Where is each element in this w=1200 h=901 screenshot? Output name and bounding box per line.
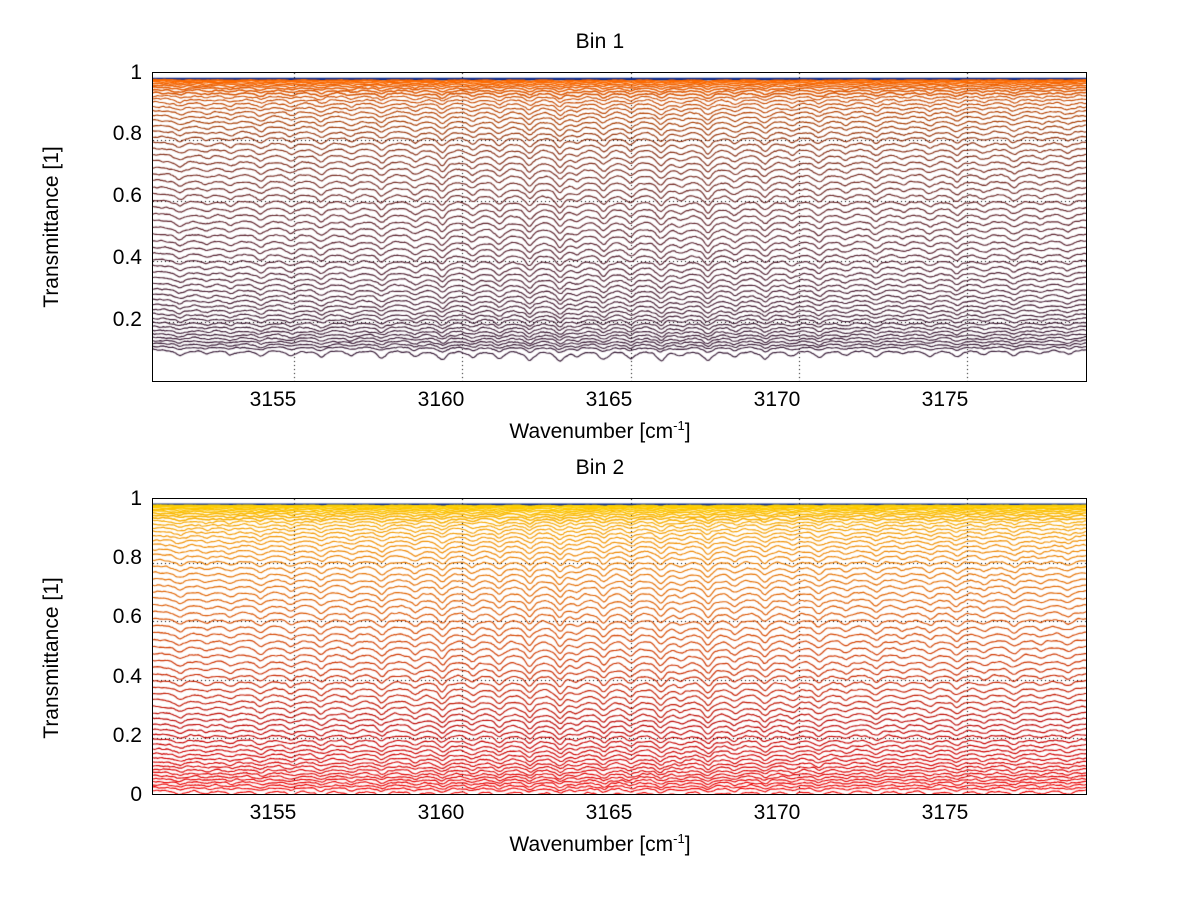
- panel-bin1-ytick-1: 0.8: [112, 122, 142, 145]
- panel-bin1-xtick-3: 3170: [753, 388, 801, 411]
- panel-bin1-ytick-2: 0.6: [112, 184, 142, 207]
- panel-bin2-ytick-2: 0.6: [112, 605, 142, 628]
- panel-bin2-xlabel-text: Wavenumber [cm: [509, 833, 674, 856]
- panel-bin1-xtick-0: 3155: [249, 388, 297, 411]
- panel-bin1-xtick-1: 3160: [417, 388, 465, 411]
- panel-bin1-plot-area[interactable]: [152, 72, 1087, 382]
- panel-bin2-ytick-1: 0.8: [112, 546, 142, 569]
- panel-bin2-xtick-3: 3170: [753, 801, 801, 824]
- panel-bin1-ytick-0: 1: [130, 61, 142, 84]
- panel-bin2-plot-area[interactable]: [152, 498, 1087, 795]
- panel-bin2-ytick-0: 1: [130, 487, 142, 510]
- panel-bin2-ytick-3: 0.4: [112, 665, 142, 688]
- panel-bin2-xlabel-tail: ]: [684, 833, 691, 856]
- panel-bin1-ytick-4: 0.2: [112, 308, 142, 331]
- panel-bin1-xlabel: Wavenumber [cm-1]: [0, 418, 1200, 444]
- panel-bin2-xtick-2: 3165: [585, 801, 633, 824]
- panel-bin2-xtick-4: 3175: [921, 801, 969, 824]
- panel-bin1: Bin 1 Transmittance [1] 1 0.8 0.6 0.4 0.…: [0, 30, 1200, 444]
- panel-bin2-xlabel-exponent: -1: [673, 831, 685, 846]
- panel-bin1-title: Bin 1: [575, 30, 625, 53]
- panel-bin2-ytick-5: 0: [130, 783, 142, 806]
- panel-bin1-ytick-3: 0.4: [112, 246, 142, 269]
- panel-bin1-xtick-4: 3175: [921, 388, 969, 411]
- panel-bin2: Bin 2 Transmittance [1] 1 0.8 0.6 0.4 0.…: [0, 446, 1200, 901]
- panel-bin2-title: Bin 2: [575, 456, 625, 479]
- panel-bin2-xtick-0: 3155: [249, 801, 297, 824]
- panel-bin1-ylabel: Transmittance [1]: [40, 146, 63, 308]
- panel-bin1-xlabel-exponent: -1: [673, 418, 685, 433]
- panel-bin1-xlabel-tail: ]: [684, 420, 691, 443]
- panel-bin1-xtick-2: 3165: [585, 388, 633, 411]
- panel-bin2-ytick-4: 0.2: [112, 724, 142, 747]
- panel-bin2-xlabel: Wavenumber [cm-1]: [0, 831, 1200, 857]
- panel-bin1-xlabel-text: Wavenumber [cm: [509, 420, 674, 443]
- panel-bin2-xtick-1: 3160: [417, 801, 465, 824]
- panel-bin2-ylabel: Transmittance [1]: [40, 577, 63, 739]
